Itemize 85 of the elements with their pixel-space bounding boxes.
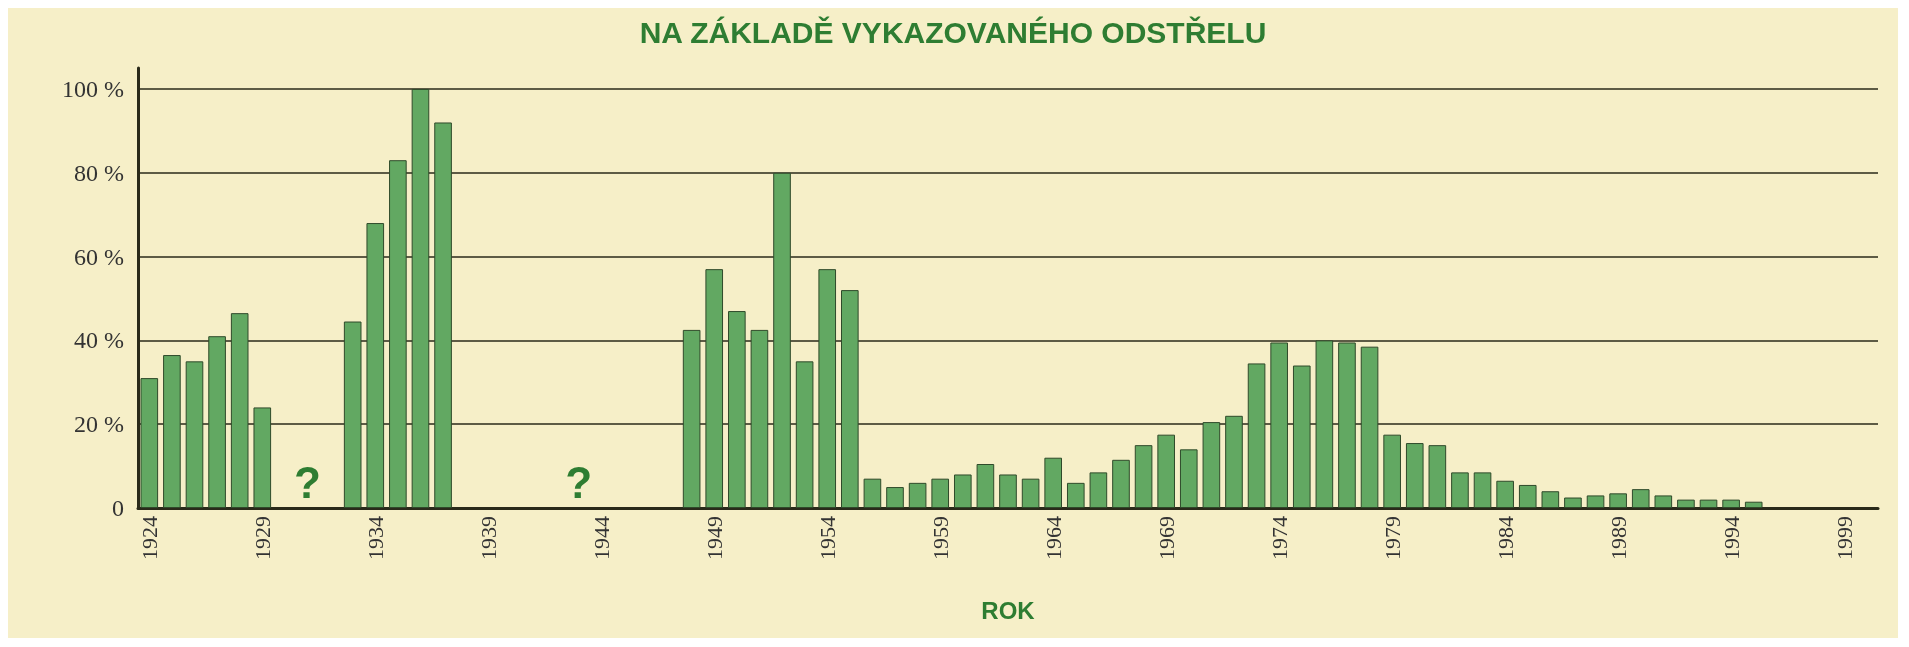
bar bbox=[841, 290, 859, 508]
bar bbox=[1270, 342, 1288, 508]
chart-title: NA ZÁKLADĚ VYKAZOVANÉHO ODSTŘELU bbox=[639, 15, 1267, 49]
bar bbox=[1405, 443, 1424, 508]
x-tick-label: 1989 bbox=[1605, 516, 1631, 560]
bar bbox=[886, 487, 904, 508]
bar bbox=[1292, 365, 1311, 508]
bar bbox=[863, 478, 882, 508]
bar bbox=[1654, 495, 1673, 508]
bar bbox=[999, 474, 1017, 508]
x-tick-label: 1944 bbox=[588, 516, 614, 560]
bar bbox=[208, 336, 226, 508]
bar bbox=[1315, 340, 1334, 508]
x-tick-label: 1984 bbox=[1492, 516, 1518, 560]
bar bbox=[818, 269, 837, 508]
bar bbox=[343, 321, 362, 508]
y-tick-label: 0 bbox=[112, 495, 124, 521]
bar bbox=[1744, 501, 1763, 508]
x-axis-title: ROK bbox=[981, 596, 1036, 624]
bar bbox=[1722, 499, 1740, 508]
bar bbox=[411, 88, 430, 508]
bar bbox=[931, 478, 950, 508]
bar bbox=[750, 329, 769, 508]
y-tick-label: 20 % bbox=[74, 411, 124, 438]
bar bbox=[1247, 363, 1266, 508]
x-tick-label: 1954 bbox=[814, 516, 840, 560]
x-tick-label: 1999 bbox=[1831, 516, 1857, 560]
x-tick-label: 1934 bbox=[362, 516, 388, 560]
bar bbox=[1586, 495, 1605, 508]
y-tick-label: 100 % bbox=[62, 75, 124, 102]
bar bbox=[1473, 472, 1492, 508]
bar bbox=[1428, 445, 1447, 508]
annotation: ? bbox=[294, 457, 321, 507]
bar bbox=[1157, 434, 1175, 508]
bar bbox=[1225, 415, 1243, 508]
x-tick-label: 1924 bbox=[136, 516, 162, 560]
bar bbox=[1631, 489, 1650, 508]
bar bbox=[1089, 472, 1108, 508]
bar bbox=[1202, 422, 1221, 508]
bar bbox=[1066, 482, 1085, 508]
x-tick-label: 1939 bbox=[475, 516, 501, 560]
bar bbox=[1518, 484, 1537, 508]
x-tick-label: 1929 bbox=[249, 516, 275, 560]
x-tick-label: 1974 bbox=[1266, 516, 1292, 560]
bar bbox=[253, 407, 272, 508]
bar bbox=[389, 160, 407, 508]
y-tick-label: 60 % bbox=[74, 243, 124, 270]
bar bbox=[1338, 342, 1356, 508]
bar bbox=[1677, 499, 1695, 508]
bar bbox=[1541, 491, 1560, 508]
x-tick-label: 1994 bbox=[1718, 516, 1744, 560]
y-tick-label: 40 % bbox=[74, 327, 124, 354]
x-tick-label: 1959 bbox=[927, 516, 953, 560]
bar bbox=[908, 482, 927, 508]
bar bbox=[1451, 472, 1469, 508]
bar bbox=[953, 474, 972, 508]
bar bbox=[795, 361, 814, 508]
bar bbox=[1564, 497, 1582, 508]
x-tick-label: 1949 bbox=[701, 516, 727, 560]
bar bbox=[140, 378, 159, 508]
x-tick-label: 1964 bbox=[1040, 516, 1066, 560]
bar bbox=[1699, 499, 1718, 508]
bar bbox=[434, 122, 452, 508]
bar bbox=[1179, 449, 1198, 508]
bar bbox=[1021, 478, 1040, 508]
y-tick-label: 80 % bbox=[74, 159, 124, 186]
bar bbox=[1360, 346, 1379, 508]
bar bbox=[230, 313, 249, 508]
bar bbox=[773, 172, 791, 508]
bar bbox=[682, 329, 701, 508]
bar bbox=[1112, 459, 1130, 508]
bar bbox=[185, 361, 204, 508]
bar bbox=[1044, 457, 1063, 508]
annotation: ? bbox=[565, 457, 593, 507]
bar bbox=[728, 311, 746, 508]
bar bbox=[1383, 434, 1401, 508]
bar bbox=[1134, 445, 1153, 508]
bar bbox=[366, 223, 385, 508]
bar bbox=[705, 269, 724, 508]
x-tick-label: 1979 bbox=[1379, 516, 1405, 560]
bar bbox=[976, 464, 995, 508]
bar bbox=[163, 355, 181, 508]
bar bbox=[1609, 493, 1627, 508]
bar bbox=[1496, 480, 1514, 508]
x-tick-label: 1969 bbox=[1153, 516, 1179, 560]
